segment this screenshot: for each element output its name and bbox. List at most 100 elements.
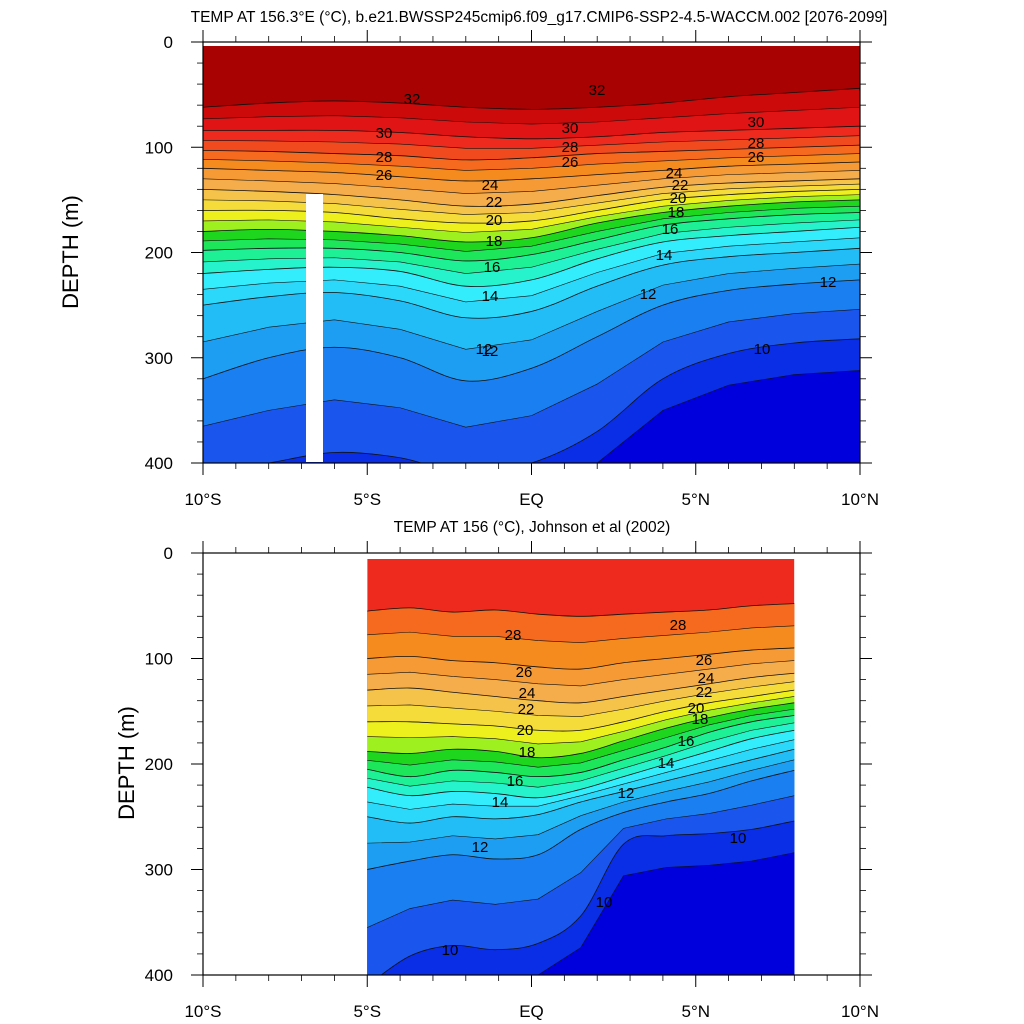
isotherm-line-9 (536, 852, 795, 975)
contour-label: 18 (486, 233, 503, 250)
contour-label: 16 (507, 773, 524, 790)
panel-top-y-axis-label: DEPTH (m) (58, 195, 83, 309)
x-tick-label: 10°S (184, 490, 221, 509)
isotherm-line-24 (367, 672, 795, 704)
panel-bottom-isotherm-lines (367, 603, 795, 975)
isotherm-line-24 (203, 178, 860, 207)
isotherm-line-17 (367, 722, 795, 788)
contour-label: 24 (519, 685, 536, 702)
contour-label: 22 (672, 177, 689, 194)
contour-label: 28 (562, 139, 579, 156)
contour-label: 18 (692, 711, 709, 728)
contour-label: 24 (666, 165, 683, 182)
contour-label: 14 (656, 247, 673, 264)
contour-label: 22 (486, 194, 503, 211)
x-tick-label: EQ (519, 490, 544, 509)
x-tick-label: 10°N (841, 1002, 879, 1021)
isotherm-line-12 (367, 769, 795, 870)
x-tick-label: 5°N (681, 1002, 710, 1021)
panel-bottom-title: TEMP AT 156 (°C), Johnson et al (2002) (394, 519, 671, 536)
contour-label: 32 (404, 91, 421, 108)
temperature-band-below-9 (538, 852, 795, 975)
contour-label: 18 (668, 204, 685, 221)
isotherm-line-28 (203, 144, 860, 161)
contour-label: 28 (748, 135, 765, 152)
isotherm-line-30 (203, 125, 860, 140)
isotherm-line-15 (203, 237, 860, 303)
panel-top-missing-data-column (306, 194, 323, 462)
contour-label: 22 (518, 701, 535, 718)
isotherm-line-21 (367, 696, 795, 745)
isotherm-line-22 (367, 689, 795, 732)
isotherm-line-27 (203, 153, 860, 171)
contour-label: 10 (754, 341, 771, 358)
isotherm-line-19 (203, 205, 860, 252)
panel-bottom-axes: 0 100 200 300 400 10°S 5°S EQ 5°N 10°N (145, 541, 879, 1021)
panel-bottom: TEMP AT 156 (°C), Johnson et al (2002) 2… (114, 519, 879, 1021)
isotherm-line-26 (203, 161, 860, 182)
contour-label: 28 (376, 149, 393, 166)
isotherm-line-21 (203, 194, 860, 233)
contour-label: 14 (482, 288, 499, 305)
contour-label: 14 (658, 755, 675, 772)
panel-top: TEMP AT 156.3°E (°C), b.e21.BWSSP245cmip… (58, 9, 887, 509)
y-tick-label: 400 (145, 454, 173, 473)
contour-label: 32 (589, 82, 606, 99)
x-tick-label: 5°S (353, 490, 381, 509)
contour-label: 20 (517, 722, 534, 739)
contour-label: 26 (376, 167, 393, 184)
contour-label: 24 (482, 177, 499, 194)
contour-label: 16 (484, 259, 501, 276)
contour-label: 18 (519, 744, 536, 761)
contour-label: 20 (670, 190, 687, 207)
isotherm-line-18 (367, 715, 795, 778)
y-tick-label: 200 (145, 244, 173, 263)
y-tick-label: 300 (145, 861, 173, 880)
isotherm-line-20 (367, 702, 795, 759)
isotherm-line-19 (367, 708, 795, 768)
contour-label: 20 (486, 212, 503, 229)
contour-label: 12 (482, 343, 499, 360)
contour-label: 28 (670, 617, 687, 634)
y-tick-label: 100 (145, 650, 173, 669)
contour-label: 26 (696, 652, 713, 669)
isotherm-line-26 (367, 647, 795, 670)
isotherm-line-23 (367, 681, 795, 717)
contour-label: 30 (748, 114, 765, 131)
isotherm-line-9 (596, 370, 860, 463)
isotherm-line-13 (367, 759, 795, 844)
y-tick-label: 400 (145, 966, 173, 985)
contour-label: 10 (596, 894, 613, 911)
y-tick-label: 300 (145, 349, 173, 368)
contour-label: 12 (618, 785, 635, 802)
contour-label: 12 (820, 274, 837, 291)
contour-label: 16 (678, 733, 695, 750)
contour-label: 28 (505, 627, 522, 644)
isotherm-line-11 (367, 795, 795, 928)
isotherm-line-16 (367, 729, 795, 799)
x-tick-label: 10°N (841, 490, 879, 509)
panel-bottom-temperature-fills (367, 559, 795, 975)
x-tick-label: 5°S (353, 1002, 381, 1021)
isotherm-line-25 (203, 170, 860, 194)
panel-top-title: TEMP AT 156.3°E (°C), b.e21.BWSSP245cmip… (191, 9, 888, 26)
isotherm-line-31 (203, 106, 860, 125)
isotherm-line-10 (380, 820, 795, 975)
isotherm-line-11 (203, 309, 860, 428)
contour-label: 30 (562, 120, 579, 137)
isotherm-line-14 (367, 748, 795, 824)
temperature-band-below-9 (597, 370, 860, 463)
contour-label: 12 (640, 286, 657, 303)
contour-label: 26 (748, 149, 765, 166)
contour-label: 22 (696, 684, 713, 701)
y-tick-label: 200 (145, 755, 173, 774)
contour-label: 16 (662, 221, 679, 238)
contour-label: 12 (472, 839, 489, 856)
contour-label: 10 (442, 942, 459, 959)
isotherm-line-13 (203, 263, 860, 350)
panel-bottom-y-axis-label: DEPTH (m) (114, 706, 139, 820)
x-tick-label: 10°S (184, 1002, 221, 1021)
